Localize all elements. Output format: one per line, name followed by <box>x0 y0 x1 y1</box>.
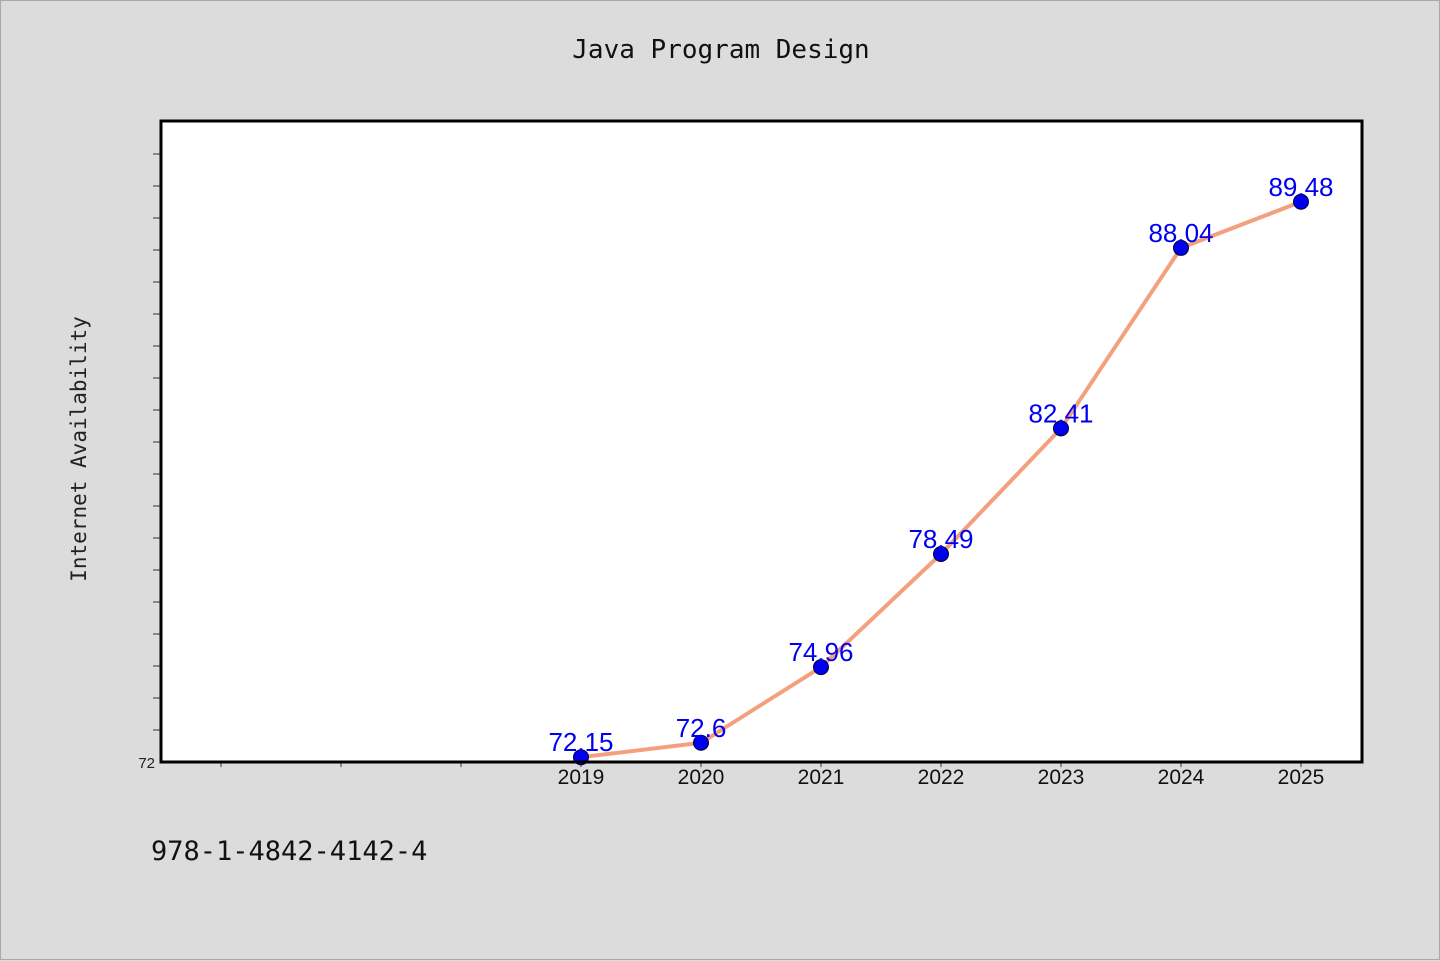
data-label: 72.15 <box>548 727 613 757</box>
data-label: 72.6 <box>676 713 727 743</box>
plot-background <box>161 121 1362 762</box>
data-point <box>813 659 829 676</box>
chart-title: Java Program Design <box>572 35 870 65</box>
data-point <box>693 734 709 751</box>
data-point <box>1053 420 1069 437</box>
plot-frame <box>159 119 1364 764</box>
y-tick-label: 72 <box>138 755 155 772</box>
x-tick-label: 2025 <box>1278 766 1325 789</box>
x-tick-label: 2024 <box>1158 766 1205 789</box>
data-label: 88.04 <box>1148 218 1213 248</box>
data-label: 82.41 <box>1028 398 1093 428</box>
data-label: 74.96 <box>788 637 853 667</box>
isbn-text: 978-1-4842-4142-4 <box>151 836 428 867</box>
data-point <box>1293 193 1309 210</box>
data-label: 78.49 <box>908 524 973 554</box>
x-tick-label: 2023 <box>1038 766 1085 789</box>
data-point <box>933 545 949 562</box>
x-tick-label: 2019 <box>558 766 605 789</box>
data-point <box>1173 239 1189 256</box>
data-label: 89.48 <box>1268 172 1333 202</box>
x-tick-label: 2020 <box>678 766 725 789</box>
x-tick-label: 2021 <box>798 766 845 789</box>
x-tick-label: 2022 <box>918 766 965 789</box>
